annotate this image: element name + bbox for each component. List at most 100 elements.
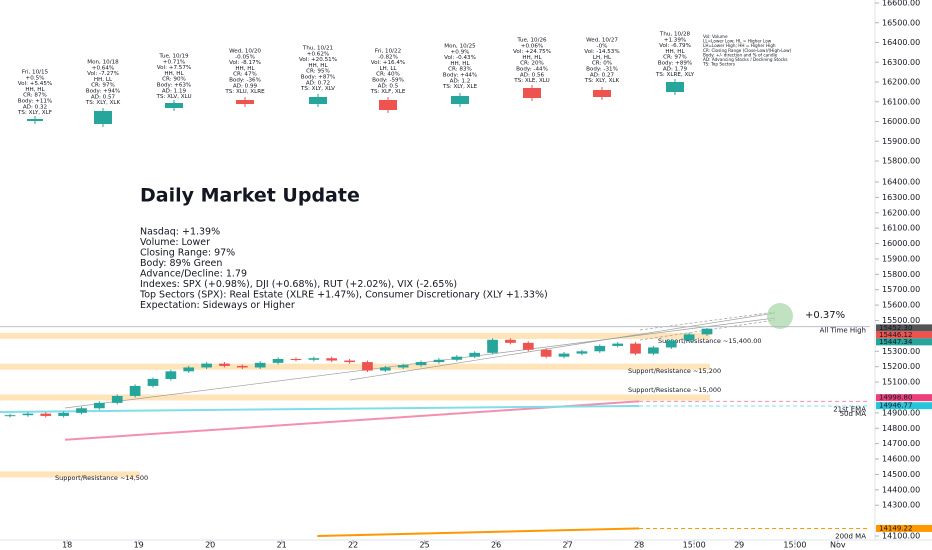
price-tag xyxy=(876,331,932,339)
projection-line xyxy=(639,319,776,341)
candle-body xyxy=(469,352,481,357)
price-tag-label: 15452.30 xyxy=(879,324,912,332)
y-tick-label: 15900.00 xyxy=(882,254,920,263)
bands xyxy=(0,332,710,478)
level-label: Support/Resistance ~15,000 xyxy=(628,386,721,394)
stats-legend-line: Vol: Volume xyxy=(703,34,728,39)
x-tick-label: 19 xyxy=(134,541,144,550)
ma-label: 21st EMA xyxy=(833,405,866,413)
stat-line: TS: XLY, XLK xyxy=(584,78,620,84)
stat-line: AD: 1.2 xyxy=(450,78,471,84)
stat-line: HH, HL xyxy=(25,87,45,93)
stat-line: TS: XLY, XLE xyxy=(442,84,478,90)
ma-label: 200d MA xyxy=(835,532,866,540)
stat-line: CR: 90% xyxy=(162,77,186,83)
stat-line: AD: 0.27 xyxy=(590,72,615,78)
candle-body xyxy=(487,339,498,353)
y2-tick-label: 16300.00 xyxy=(882,58,920,67)
price-tag xyxy=(876,338,932,346)
y-tick-label: 15600.00 xyxy=(882,301,920,310)
stat-line: Wed, 10/20 xyxy=(229,49,261,55)
y-tick-label: 16400.00 xyxy=(882,178,920,187)
candle-body xyxy=(344,360,355,363)
stat-line: Vol: -14.53% xyxy=(584,49,619,55)
stat-line: CR: 97% xyxy=(91,83,115,89)
mini-candle xyxy=(666,82,684,92)
price-tag-label: 14149.22 xyxy=(879,524,912,532)
y2-tick-label: 15800.00 xyxy=(882,157,920,166)
support-band xyxy=(0,471,140,478)
stat-line: CR: 95% xyxy=(306,69,330,75)
stat-line: AD: 0.99 xyxy=(233,83,258,89)
stat-line: Vol: +24.75% xyxy=(513,49,551,55)
stat-line: Vol: +7.57% xyxy=(157,65,192,71)
y2-tick-label: 16200.00 xyxy=(882,78,920,87)
y2-tick-label: 16100.00 xyxy=(882,97,920,106)
candle-body xyxy=(111,395,123,403)
candle-body xyxy=(701,328,713,335)
support-band xyxy=(0,394,710,401)
candle-body xyxy=(308,358,320,360)
mini-candle xyxy=(165,103,183,108)
y-tick-label: 15300.00 xyxy=(882,347,920,356)
x-tick-label: 15:00 xyxy=(683,541,706,550)
stat-line: HH, HL xyxy=(235,66,255,72)
note-line: Top Sectors (SPX): Real Estate (XLRE +1.… xyxy=(139,290,548,301)
candle-body xyxy=(4,415,16,417)
mini-candle xyxy=(94,111,112,124)
stat-line: HH, HL xyxy=(522,55,542,61)
candle-body xyxy=(612,343,624,346)
candle-body xyxy=(147,379,159,386)
candle-body xyxy=(76,408,87,413)
candle-body xyxy=(665,340,677,348)
stat-line: AD: 0.56 xyxy=(520,72,545,78)
price-tag xyxy=(876,324,932,332)
stat-line: Vol: -7.27% xyxy=(87,71,119,77)
candle-body xyxy=(272,359,284,363)
highlight-circle xyxy=(767,303,793,329)
stat-line: TS: XLV, XLU xyxy=(155,94,191,100)
stat-line: TS: XLE, XLU xyxy=(513,78,549,84)
stat-line: Body: +94% xyxy=(86,89,121,95)
stat-line: Body: +87% xyxy=(301,75,336,81)
stats-legend-line: TS: Top Sectors xyxy=(702,62,735,67)
mini-candle xyxy=(523,88,541,98)
stat-line: CR: 40% xyxy=(376,72,400,78)
stat-line: AD: 0.57 xyxy=(91,94,116,100)
stats-legend-line: AD: Advancing Stocks / Declining Stocks xyxy=(703,57,788,62)
stat-line: Thu, 10/28 xyxy=(659,32,691,38)
y-tick-label: 14900.00 xyxy=(882,408,920,417)
y-tick-label: 14500.00 xyxy=(882,470,920,479)
stat-line: HH, LL xyxy=(94,77,113,83)
stat-line: LH, LL xyxy=(379,66,397,72)
all-time-high-label: All Time High xyxy=(820,327,866,335)
stat-line: HH, HL xyxy=(665,49,685,55)
candle-body xyxy=(22,413,34,416)
x-tick-label: 20 xyxy=(205,541,215,550)
candle-body xyxy=(522,342,534,350)
stat-line: -0.05% xyxy=(235,54,255,60)
x-tick-label: 22 xyxy=(348,541,358,550)
stat-line: CR: 20% xyxy=(520,61,544,67)
stat-line: -0% xyxy=(597,43,608,49)
price-tag xyxy=(876,402,932,410)
candle-body xyxy=(433,359,445,363)
level-label: Support/Resistance ~14,500 xyxy=(55,474,148,482)
trend-line xyxy=(349,312,776,381)
stat-line: Vol: +20.51% xyxy=(299,57,337,63)
support-band xyxy=(0,363,710,370)
stat-line: HH, HL xyxy=(450,61,470,67)
ma-label: 50d MA xyxy=(840,410,867,418)
y-tick-label: 16100.00 xyxy=(882,224,920,233)
y-tick-label: 14600.00 xyxy=(882,455,920,464)
note-line: Indexes: SPX (+0.98%), DJI (+0.68%), RUT… xyxy=(140,279,457,290)
price-tag-label: 15447.34 xyxy=(879,338,913,346)
change-annotation: +0.37% xyxy=(805,310,845,321)
stat-line: +0.06% xyxy=(521,43,543,49)
y-tick-label: 14400.00 xyxy=(882,485,920,494)
y-tick-label: 14700.00 xyxy=(882,439,920,448)
stat-line: +0.5% xyxy=(26,75,45,81)
stat-line: CR: 87% xyxy=(23,93,47,99)
y2-tick-label: 16500.00 xyxy=(882,18,920,27)
price-tag-label: 14946.77 xyxy=(879,402,912,410)
